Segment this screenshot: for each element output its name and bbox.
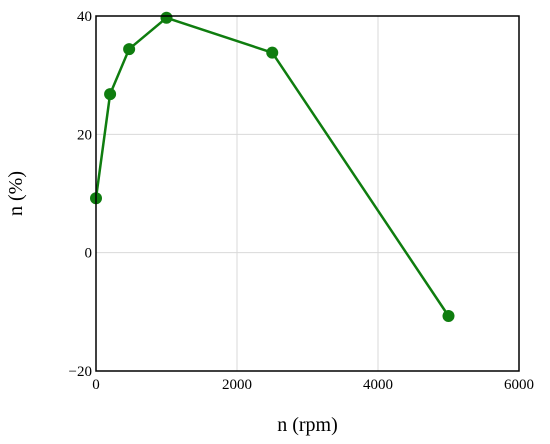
x-tick-label: 0 [92,377,100,393]
x-axis-title: n (rpm) [277,414,338,436]
plot-area-frame [95,15,520,372]
y-tick-label: 20 [77,127,92,143]
gridlines [96,16,519,371]
x-tick-label: 2000 [222,377,252,393]
data-point [123,43,136,56]
data-point [266,46,279,59]
y-axis-ticks: −20 0 20 40 [69,9,92,380]
data-point [160,11,173,24]
series-line [94,16,450,317]
x-tick-label: 4000 [363,377,393,393]
y-axis-title: n (%) [5,171,27,216]
y-tick-label: −20 [69,364,92,380]
y-tick-label: 40 [77,9,92,25]
x-axis-ticks: 0 2000 4000 6000 [92,377,534,393]
series-layer [90,11,455,322]
x-tick-label: 6000 [504,377,534,393]
data-point [104,88,117,101]
y-tick-label: 0 [85,246,93,262]
data-point [442,309,455,322]
